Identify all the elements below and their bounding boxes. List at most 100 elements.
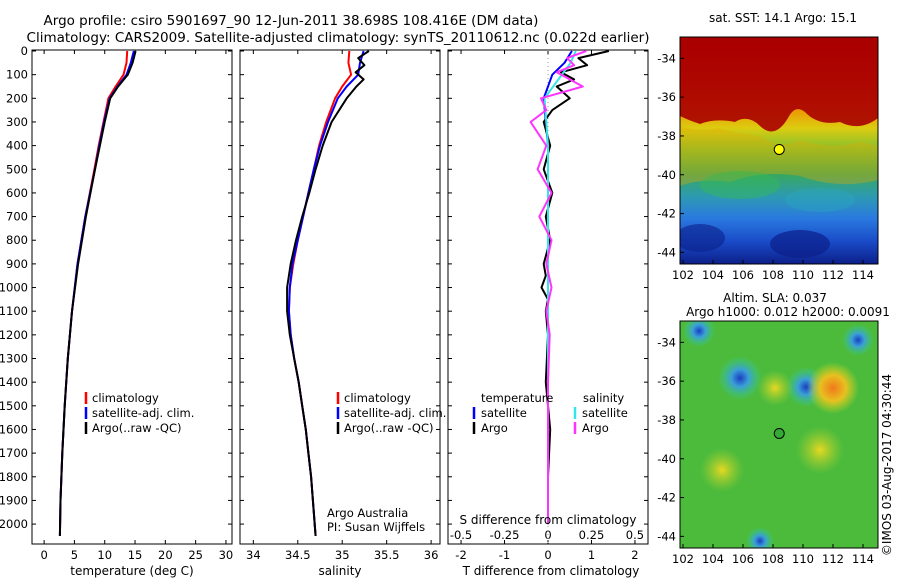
series-line-satellite-adj-clim-: [58, 50, 135, 536]
depth-tick-label: 2000: [0, 517, 28, 531]
depth-tick-label: 1200: [0, 328, 28, 342]
panel-inner-ticks: [32, 50, 648, 525]
map-y-tick-label: -40: [657, 168, 676, 182]
legend-heading-salinity: salinity: [583, 391, 624, 405]
x-tick-label: 10: [97, 548, 112, 562]
x-tick-label: 5: [71, 548, 78, 562]
series-line-argo-raw-qc-: [286, 50, 370, 536]
salinity-axis-label: salinity: [318, 564, 361, 578]
x-tick-label: 20: [158, 548, 173, 562]
temperature-series: [58, 50, 137, 536]
map-y-tick-label: -34: [657, 335, 676, 349]
map-x-tick-label: 114: [852, 552, 874, 566]
map-x-tick-label: 112: [822, 552, 844, 566]
depth-axis: 0 100 200 300 400 500 600 700 800 900 1000 1100 1200…: [0, 44, 28, 531]
map-x-tick-label: 102: [672, 552, 694, 566]
legend-label-satellite: satellite-adj. clim.: [92, 406, 194, 420]
s-diff-tick-label: -0.25: [490, 528, 520, 542]
x-tick-label: -1: [499, 548, 510, 562]
legend-label-t-argo: Argo: [481, 421, 508, 435]
series-line-argo-raw-qc-: [58, 50, 137, 536]
s-difference-axis-label: S difference from climatology: [460, 513, 637, 527]
legend-label-t-satellite: satellite: [481, 406, 527, 420]
depth-tick-label: 500: [6, 162, 28, 176]
depth-tick-label: 1500: [0, 399, 28, 413]
map-y-tick-label: -44: [657, 529, 676, 543]
sla-map-frame: [679, 320, 879, 549]
pi-label: PI: Susan Wijffels: [327, 520, 425, 534]
figure-title-line2: Climatology: CARS2009. Satellite-adjuste…: [27, 30, 650, 46]
sst-map-axes: 102 104 106 108 110 112 114 -34 -36 -38 -40 -42 -44: [657, 51, 874, 282]
map-x-tick-label: 104: [702, 552, 724, 566]
legend-label-argo: Argo(..raw -QC): [92, 421, 182, 435]
s-diff-tick-label: 0.25: [579, 528, 605, 542]
depth-tick-label: 1700: [0, 446, 28, 460]
credit-label: ©IMOS 03-Aug-2017 04:30:44: [880, 374, 894, 556]
map-y-tick-label: -36: [657, 90, 676, 104]
map-y-tick-label: -38: [657, 413, 676, 427]
map-y-tick-label: -42: [657, 207, 676, 221]
t-difference-x-axis: -2 -1 0 1 2: [455, 50, 639, 562]
map-y-tick-label: -40: [657, 452, 676, 466]
sla-map-axes: 102 104 106 108 110 112 114 -34 -36 -38 -40 -42 -44: [657, 335, 874, 566]
map-y-tick-label: -42: [657, 491, 676, 505]
s-diff-tick-label: -0.5: [450, 528, 472, 542]
map-x-tick-label: 110: [792, 268, 814, 282]
x-tick-label: 2: [631, 548, 638, 562]
agency-label: Argo Australia: [327, 506, 408, 520]
x-tick-label: 34: [246, 548, 261, 562]
s-diff-tick-label: 0.5: [626, 528, 644, 542]
depth-tick-label: 400: [6, 139, 28, 153]
temperature-x-axis: 0 5 10 15 20 25 30: [40, 50, 233, 562]
argo-position-marker: [773, 143, 785, 155]
sla-map-image: [680, 321, 878, 548]
legend-label-climatology: climatology: [92, 391, 159, 405]
x-tick-label: 25: [188, 548, 203, 562]
map-x-tick-label: 106: [732, 268, 754, 282]
t-difference-axis-label: T difference from climatology: [462, 564, 640, 578]
x-tick-label: 34.5: [285, 548, 311, 562]
legend-label-climatology: climatology: [344, 391, 411, 405]
x-tick-label: 1: [588, 548, 595, 562]
legend-heading-temperature: temperature: [481, 391, 553, 405]
depth-tick-label: 300: [6, 115, 28, 129]
figure-title-line1: Argo profile: csiro 5901697_90 12-Jun-20…: [44, 13, 539, 29]
map-y-tick-label: -34: [657, 51, 676, 65]
legend-label-s-satellite: satellite: [582, 406, 628, 420]
map-x-tick-label: 106: [732, 552, 754, 566]
legend-label-s-argo: Argo: [582, 421, 609, 435]
depth-tick-label: 200: [6, 91, 28, 105]
depth-tick-label: 1800: [0, 470, 28, 484]
map-y-tick-label: -38: [657, 129, 676, 143]
temperature-axis-label: temperature (deg C): [70, 564, 193, 578]
x-tick-label: 35: [335, 548, 350, 562]
s-difference-x-axis: -0.5-0.2500.250.5: [450, 528, 644, 542]
sla-map-title: Altim. SLA: 0.037: [723, 291, 827, 305]
series-line-climatology: [287, 50, 353, 536]
argo-position-marker: [773, 427, 785, 439]
series-line-climatology: [58, 50, 129, 536]
legend-label-satellite: satellite-adj. clim.: [344, 406, 446, 420]
salinity-panel-frame: [239, 49, 441, 545]
depth-tick-label: 700: [6, 210, 28, 224]
depth-tick-label: 1900: [0, 493, 28, 507]
depth-tick-label: 0: [21, 44, 28, 58]
x-tick-label: 35.5: [374, 548, 400, 562]
map-x-tick-label: 114: [852, 268, 874, 282]
depth-tick-label: 100: [6, 68, 28, 82]
map-y-tick-label: -36: [657, 374, 676, 388]
sla-map-subtitle: Argo h1000: 0.012 h2000: 0.0091: [686, 305, 890, 319]
sst-map-title: sat. SST: 14.1 Argo: 15.1: [709, 11, 857, 25]
depth-tick-label: 600: [6, 186, 28, 200]
map-x-tick-label: 108: [762, 268, 784, 282]
x-tick-label: 0: [544, 548, 551, 562]
salinity-series: [286, 50, 370, 536]
map-x-tick-label: 112: [822, 268, 844, 282]
map-x-tick-label: 108: [762, 552, 784, 566]
difference-legend: temperature satellite Argo salinity sate…: [472, 391, 628, 435]
depth-tick-label: 1300: [0, 352, 28, 366]
salinity-legend: climatology satellite-adj. clim. Argo(..…: [327, 391, 446, 534]
depth-tick-label: 900: [6, 257, 28, 271]
depth-tick-label: 1600: [0, 422, 28, 436]
